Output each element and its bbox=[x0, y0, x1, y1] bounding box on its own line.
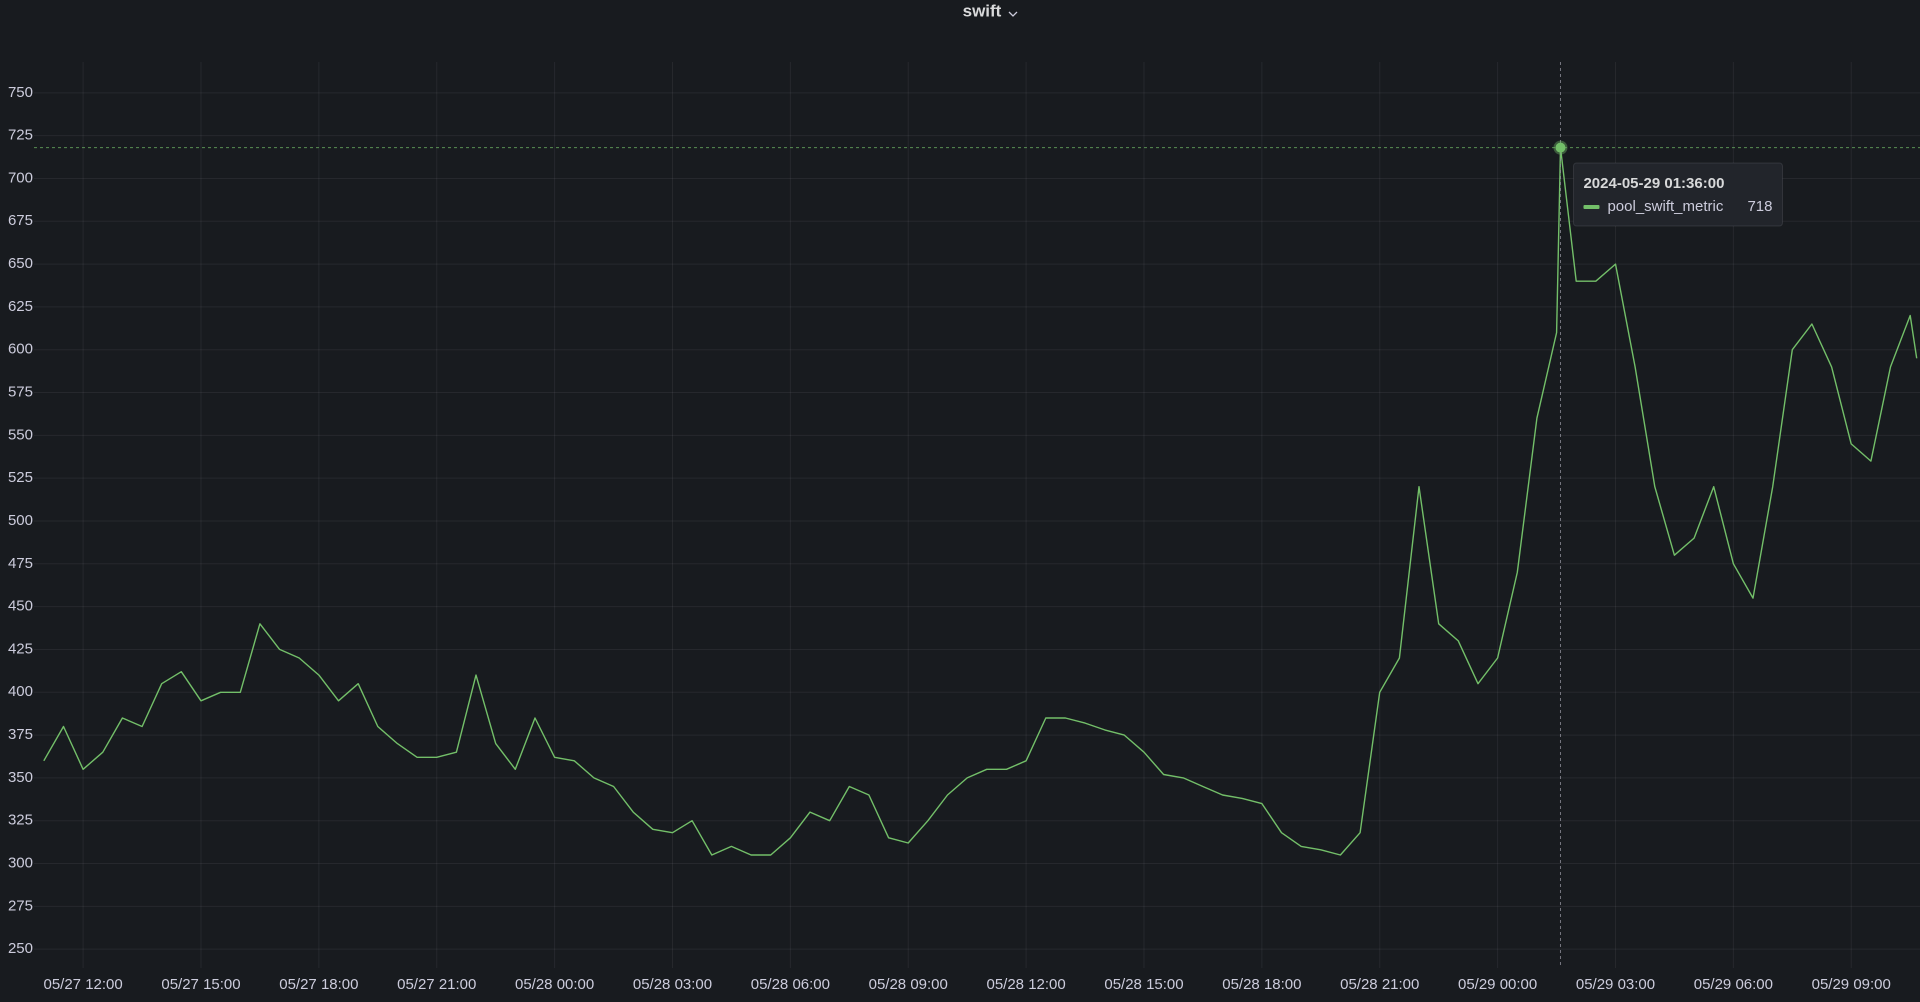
x-tick-label: 05/29 09:00 bbox=[1812, 976, 1891, 993]
x-tick-label: 05/28 18:00 bbox=[1222, 976, 1301, 993]
x-tick-label: 05/27 15:00 bbox=[161, 976, 240, 993]
panel-title[interactable]: swift bbox=[963, 1, 1002, 20]
x-tick-label: 05/28 03:00 bbox=[633, 976, 712, 993]
y-tick-label: 650 bbox=[8, 255, 33, 272]
tooltip-value: 718 bbox=[1747, 198, 1772, 215]
y-tick-label: 275 bbox=[8, 897, 33, 914]
y-tick-label: 550 bbox=[8, 426, 33, 443]
x-tick-label: 05/28 15:00 bbox=[1104, 976, 1183, 993]
x-tick-label: 05/29 06:00 bbox=[1694, 976, 1773, 993]
y-tick-label: 750 bbox=[8, 84, 33, 101]
x-tick-label: 05/27 18:00 bbox=[279, 976, 358, 993]
y-tick-label: 500 bbox=[8, 512, 33, 529]
y-tick-label: 600 bbox=[8, 341, 33, 358]
tooltip bbox=[1572, 162, 1783, 227]
x-tick-label: 05/28 06:00 bbox=[751, 976, 830, 993]
y-tick-label: 700 bbox=[8, 169, 33, 186]
y-tick-label: 425 bbox=[8, 640, 33, 657]
title-chevron[interactable] bbox=[1008, 11, 1018, 17]
tooltip-time: 2024-05-29 01:36:00 bbox=[1583, 175, 1724, 192]
hover-point bbox=[1553, 140, 1568, 155]
y-tick-label: 525 bbox=[8, 469, 33, 486]
y-tick-label: 400 bbox=[8, 683, 33, 700]
y-tick-label: 725 bbox=[8, 127, 33, 144]
x-tick-label: 05/28 12:00 bbox=[986, 976, 1065, 993]
x-tick-label: 05/28 21:00 bbox=[1340, 976, 1419, 993]
x-tick-label: 05/27 21:00 bbox=[397, 976, 476, 993]
y-tick-label: 450 bbox=[8, 598, 33, 615]
y-tick-label: 300 bbox=[8, 854, 33, 871]
x-tick-label: 05/29 00:00 bbox=[1458, 976, 1537, 993]
x-tick-label: 05/28 09:00 bbox=[869, 976, 948, 993]
series-line bbox=[43, 146, 1918, 856]
x-tick-label: 05/29 03:00 bbox=[1576, 976, 1655, 993]
y-tick-label: 575 bbox=[8, 384, 33, 401]
x-tick-label: 05/27 12:00 bbox=[43, 976, 122, 993]
y-tick-label: 325 bbox=[8, 812, 33, 829]
tooltip-swatch bbox=[1583, 205, 1600, 209]
y-tick-label: 675 bbox=[8, 212, 33, 229]
y-tick-label: 475 bbox=[8, 555, 33, 572]
y-tick-label: 625 bbox=[8, 298, 33, 315]
y-tick-label: 250 bbox=[8, 940, 33, 957]
y-tick-label: 375 bbox=[8, 726, 33, 743]
tooltip-series-name: pool_swift_metric bbox=[1607, 198, 1723, 215]
y-tick-label: 350 bbox=[8, 769, 33, 786]
x-tick-label: 05/28 00:00 bbox=[515, 976, 594, 993]
